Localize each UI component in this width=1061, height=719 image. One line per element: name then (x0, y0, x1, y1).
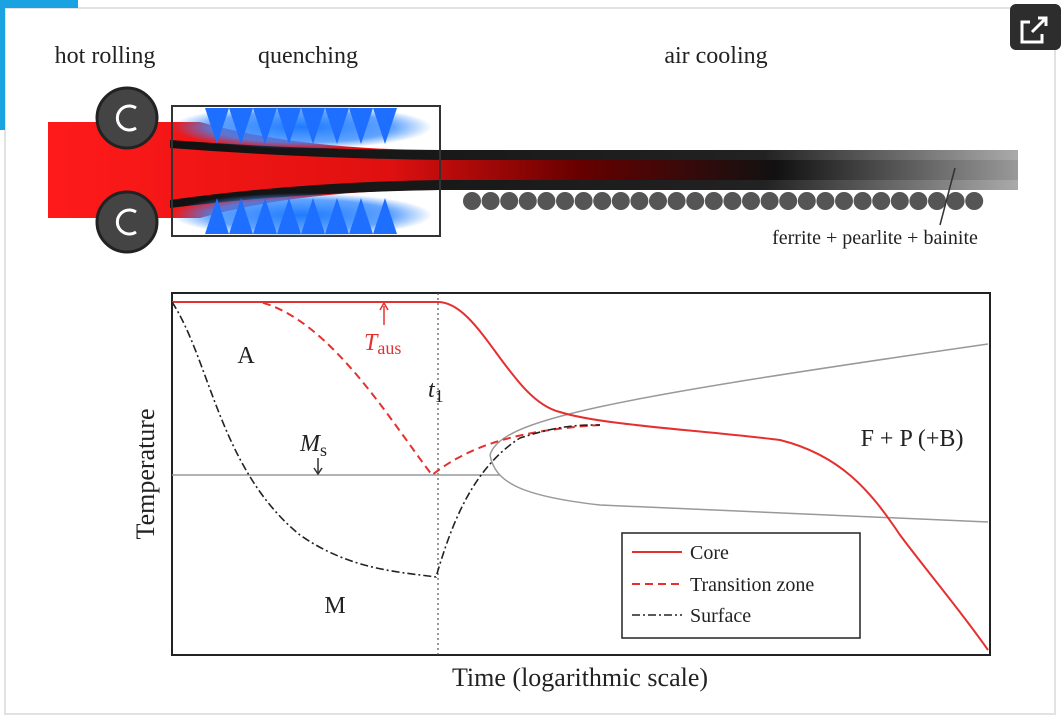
roller (95, 190, 159, 254)
table-rollers (463, 192, 984, 210)
arrow-head (379, 301, 389, 311)
subscript: 1 (435, 386, 444, 406)
table-roller (593, 192, 612, 210)
core-curve (172, 301, 989, 651)
spray-nozzles (205, 108, 397, 234)
table-roller (481, 192, 500, 210)
legend-label: Transition zone (690, 574, 814, 596)
plot-frame (171, 292, 991, 656)
roller (95, 86, 159, 150)
frame (4, 7, 1056, 715)
table-roller (723, 192, 742, 210)
table-roller (667, 192, 686, 210)
taus-label: Taus (364, 330, 401, 358)
table-roller (649, 192, 667, 210)
pointer (939, 167, 956, 226)
subscript: s (320, 440, 327, 460)
x-axis-label: Time (logarithmic scale) (452, 663, 708, 692)
legend-label: Core (690, 542, 729, 564)
arrow-head (313, 467, 323, 476)
microstructure-label: ferrite + pearlite + bainite (772, 227, 978, 249)
table-roller (965, 192, 984, 210)
t1-label: t1 (428, 377, 444, 406)
corner-accent (0, 0, 5, 130)
y-axis-label: Temperature (131, 409, 160, 540)
surface-curve (171, 301, 601, 578)
table-roller (463, 192, 481, 210)
table-roller (574, 192, 593, 210)
stage-label: hot rolling (55, 43, 156, 69)
stage-label: air cooling (664, 43, 767, 69)
table-roller (760, 192, 779, 210)
legend-label: Surface (690, 605, 751, 627)
table-roller (742, 192, 760, 210)
table-roller (872, 192, 891, 210)
transformation-end (489, 454, 989, 523)
table-roller (537, 192, 556, 210)
table-roller (835, 192, 853, 210)
bar-surface (170, 180, 1018, 208)
corner-accent (0, 0, 78, 8)
region-label: F + P (+B) (861, 426, 964, 452)
roller-icon (115, 208, 137, 236)
symbol: T (364, 330, 379, 356)
table-roller (686, 192, 705, 210)
region-label: A (237, 343, 255, 369)
table-roller (611, 192, 630, 210)
legend (621, 532, 861, 639)
table-roller (630, 192, 649, 210)
bar-surface (170, 140, 1018, 160)
subscript: aus (377, 338, 401, 358)
table-roller (556, 192, 574, 210)
table-roller (500, 192, 519, 210)
table-roller (779, 192, 798, 210)
table-roller (890, 192, 909, 210)
table-roller (853, 192, 872, 210)
symbol: t (428, 377, 436, 403)
transformation-start (489, 343, 989, 456)
table-roller (909, 192, 928, 210)
table-roller (946, 192, 965, 210)
table-roller (797, 192, 816, 210)
roller-icon (115, 104, 137, 132)
ms-label: Ms (299, 431, 327, 460)
expand-icon (1020, 16, 1048, 44)
table-roller (816, 192, 835, 210)
table-roller (704, 192, 723, 210)
table-roller (518, 192, 537, 210)
stage-label: quenching (258, 43, 358, 69)
region-label: M (324, 593, 345, 619)
table-roller (928, 192, 946, 210)
symbol: M (299, 431, 322, 457)
